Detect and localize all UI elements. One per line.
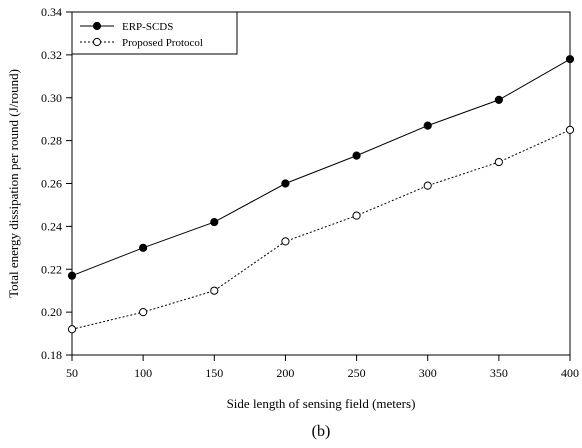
y-tick-label: 0.34 — [41, 5, 62, 19]
x-tick-label: 150 — [205, 366, 223, 380]
data-point — [67, 271, 77, 280]
data-series — [67, 55, 575, 334]
series-erp-scds — [67, 55, 575, 280]
y-axis-title: Total energy dissipation per round (J/ro… — [6, 69, 21, 298]
legend: ERP-SCDS Proposed Protocol — [71, 11, 238, 55]
y-tick-label: 0.26 — [41, 177, 62, 191]
x-tick-label: 50 — [66, 366, 78, 380]
legend-entry: Proposed Protocol — [80, 37, 203, 49]
y-tick-label: 0.32 — [41, 48, 62, 62]
series-line — [71, 58, 571, 277]
data-point — [139, 243, 148, 252]
data-point — [494, 157, 503, 167]
data-point — [565, 55, 575, 64]
x-tick-label: 250 — [348, 366, 366, 380]
data-point — [423, 121, 432, 130]
y-tick-label: 0.24 — [41, 219, 62, 233]
legend-marker — [92, 37, 102, 47]
y-tick-label: 0.22 — [41, 262, 62, 276]
data-point — [67, 325, 77, 334]
data-point — [565, 125, 575, 135]
y-tick-label: 0.20 — [41, 305, 62, 319]
x-tick-label: 100 — [134, 366, 152, 380]
data-point — [210, 217, 219, 227]
axis-ticks: 50 100 150 200 250 300 350 400 0.18 0.20 0.22 0.24 0… — [41, 5, 579, 380]
plot-frame — [71, 11, 571, 356]
data-point — [423, 181, 432, 190]
x-tick-label: 200 — [276, 366, 294, 380]
legend-box — [71, 11, 238, 55]
series-line — [71, 129, 571, 330]
data-point — [281, 237, 290, 246]
series-proposed-protocol — [67, 125, 575, 334]
data-point — [494, 95, 503, 104]
x-tick-label: 400 — [561, 366, 579, 380]
data-point — [352, 151, 361, 160]
data-point — [139, 308, 148, 317]
legend-label: Proposed Protocol — [122, 37, 203, 49]
data-point — [210, 286, 219, 295]
data-point — [352, 211, 361, 220]
x-tick-label: 350 — [490, 366, 508, 380]
plot-area-border — [71, 11, 571, 356]
legend-marker — [92, 21, 102, 31]
x-tick-label: 300 — [419, 366, 437, 380]
figure-caption: (b) — [312, 423, 331, 440]
legend-entry: ERP-SCDS — [80, 21, 173, 33]
y-tick-label: 0.30 — [41, 91, 62, 105]
y-tick-label: 0.28 — [41, 134, 62, 148]
legend-label: ERP-SCDS — [122, 21, 173, 33]
x-axis-title: Side length of sensing field (meters) — [227, 396, 416, 411]
y-tick-label: 0.18 — [41, 348, 62, 362]
data-point — [281, 179, 290, 188]
